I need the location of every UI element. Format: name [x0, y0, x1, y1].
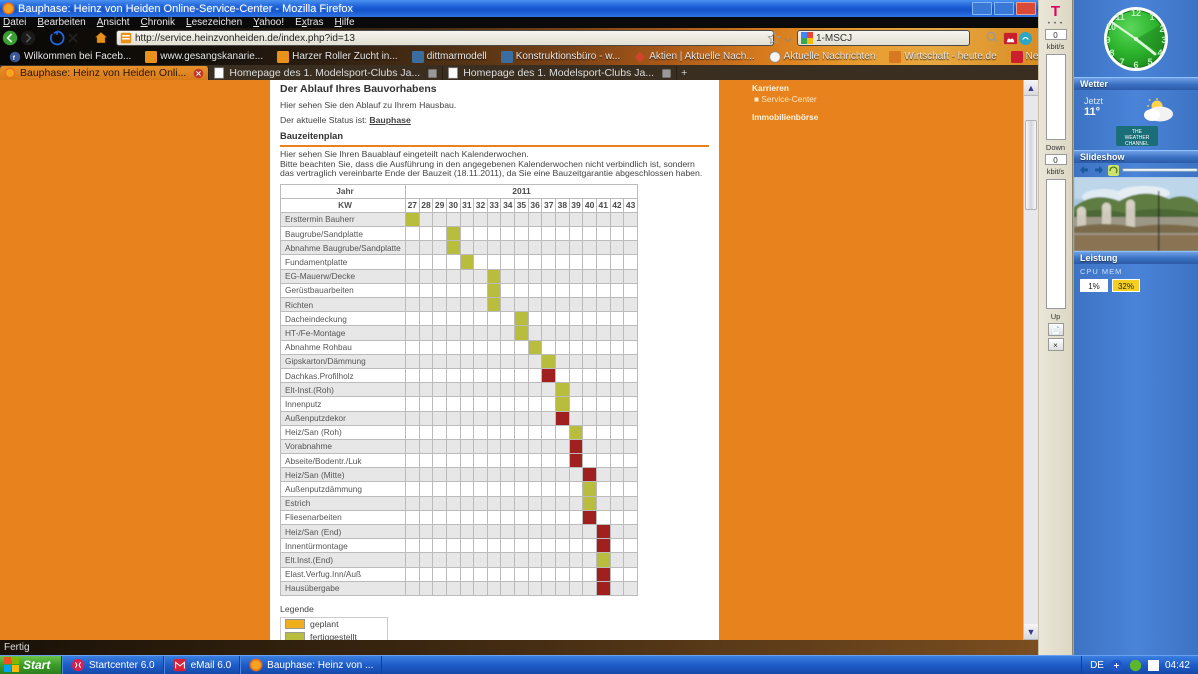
svg-text:4: 4 — [1157, 48, 1162, 58]
svg-text:12: 12 — [1131, 8, 1141, 18]
svg-text:6: 6 — [1133, 60, 1138, 70]
svg-text:3: 3 — [1161, 35, 1166, 45]
svg-text:1: 1 — [1149, 12, 1154, 22]
svg-text:2: 2 — [1159, 24, 1164, 34]
svg-text:7: 7 — [1119, 57, 1124, 67]
svg-text:8: 8 — [1109, 48, 1114, 58]
svg-text:11: 11 — [1115, 12, 1125, 22]
svg-text:9: 9 — [1105, 35, 1110, 45]
svg-text:5: 5 — [1147, 57, 1152, 67]
